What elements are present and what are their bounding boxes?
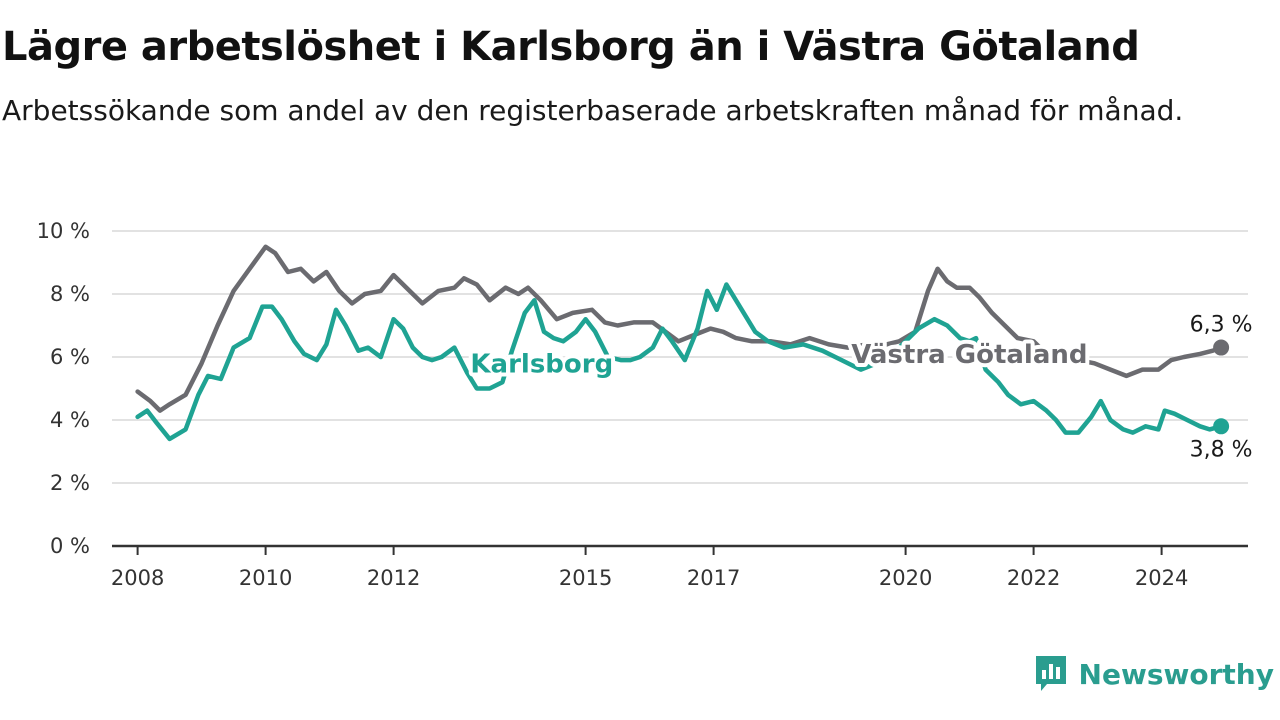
y-tick-label: 0 % — [50, 534, 90, 558]
series-line-karlsborg — [135, 282, 1224, 442]
series-label-karlsborg: Karlsborg — [470, 349, 613, 379]
newsworthy-logo-icon — [1035, 656, 1066, 691]
chart-title: Lägre arbetslöshet i Karlsborg än i Väst… — [2, 24, 1140, 70]
newsworthy-logo: Newsworthy — [1033, 654, 1274, 694]
x-tick-label: 2012 — [367, 566, 420, 590]
newsworthy-logo-text: Newsworthy — [1078, 657, 1274, 691]
labels: 6,3 % 3,8 % Karlsborg Västra Götaland — [466, 313, 1253, 463]
x-tick-label: 2017 — [687, 566, 740, 590]
series-line-v-stra-g-taland — [135, 244, 1224, 413]
end-value-label-karlsborg: 3,8 % — [1190, 437, 1253, 462]
y-tick-label: 2 % — [50, 471, 90, 495]
x-tick-label: 2024 — [1135, 566, 1188, 590]
end-marker-karlsborg — [1213, 418, 1230, 435]
x-tick-label: 2015 — [559, 566, 612, 590]
axes: 0 % 2 % 4 % 6 % 8 % 10 % 2008 2010 2012 2015 2017 2… — [37, 219, 1248, 590]
y-tick-label: 10 % — [37, 219, 90, 243]
series-label-v-stra-g-taland: Västra Götaland — [851, 340, 1087, 370]
y-tick-label: 8 % — [50, 282, 90, 306]
series-lines — [135, 244, 1230, 442]
y-tick-label: 6 % — [50, 345, 90, 369]
x-tick-label: 2022 — [1007, 566, 1060, 590]
end-value-label-v-stra-g-taland: 6,3 % — [1190, 313, 1253, 338]
y-tick-label: 4 % — [50, 408, 90, 432]
end-marker-v-stra-g-taland — [1213, 339, 1230, 356]
x-tick-label: 2008 — [111, 566, 164, 590]
x-tick-label: 2020 — [879, 566, 932, 590]
chart-subtitle: Arbetssökande som andel av den registerb… — [2, 94, 1184, 127]
x-tick-label: 2010 — [239, 566, 292, 590]
